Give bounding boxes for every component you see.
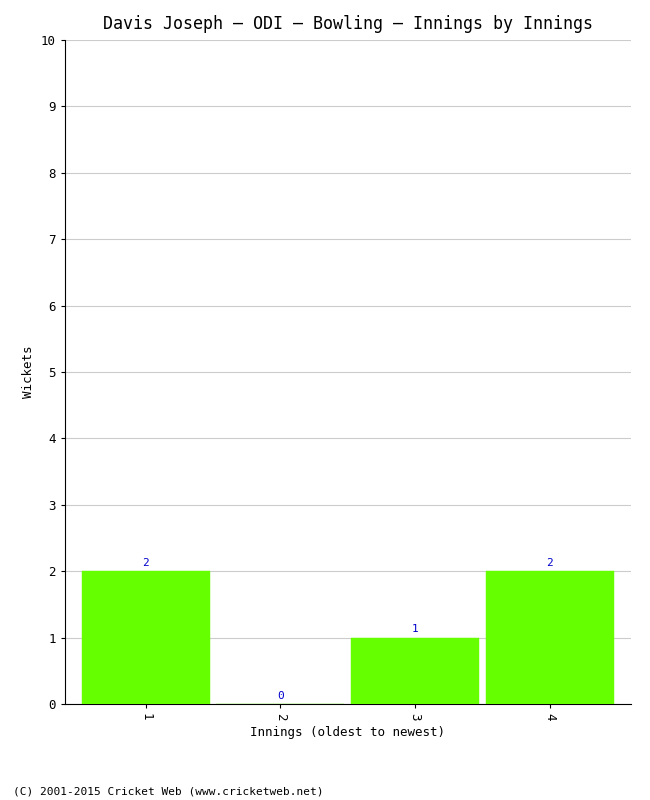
Bar <box>486 571 614 704</box>
Text: 1: 1 <box>411 624 419 634</box>
Text: 0: 0 <box>277 690 284 701</box>
Text: 2: 2 <box>547 558 553 568</box>
Text: 2: 2 <box>142 558 149 568</box>
X-axis label: Innings (oldest to newest): Innings (oldest to newest) <box>250 726 445 739</box>
Bar <box>82 571 210 704</box>
Y-axis label: Wickets: Wickets <box>22 346 35 398</box>
Bar <box>351 638 479 704</box>
Title: Davis Joseph – ODI – Bowling – Innings by Innings: Davis Joseph – ODI – Bowling – Innings b… <box>103 15 593 33</box>
Text: (C) 2001-2015 Cricket Web (www.cricketweb.net): (C) 2001-2015 Cricket Web (www.cricketwe… <box>13 786 324 796</box>
